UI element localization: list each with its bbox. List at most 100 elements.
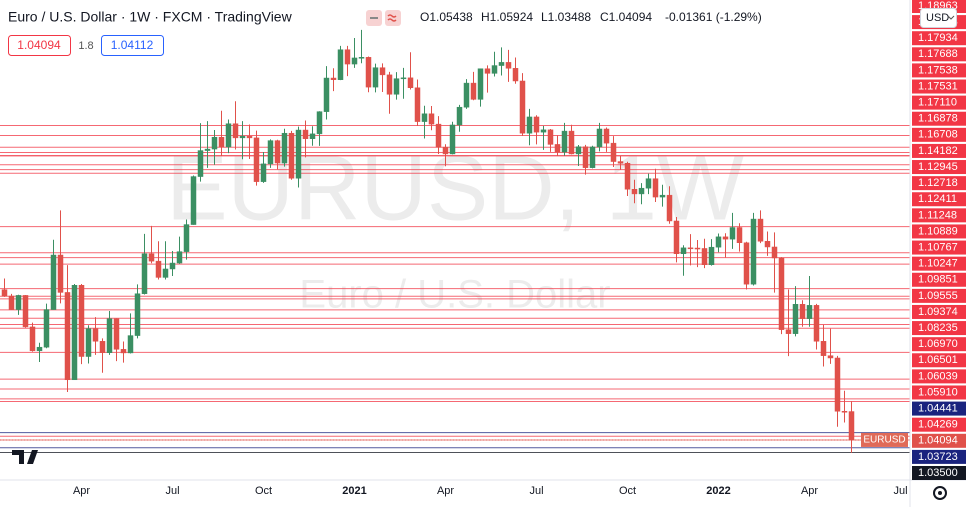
candle-body [610, 142, 617, 162]
sell-price[interactable]: 1.04094 [17, 38, 61, 52]
candle-body [638, 187, 645, 195]
level-label: 1.05910 [918, 386, 958, 398]
candle-body [512, 68, 519, 82]
level-label-bg [912, 111, 966, 126]
x-tick-label: Jul [893, 485, 907, 497]
candle-body [330, 77, 337, 80]
level-label-bg [912, 466, 966, 480]
candle-body [134, 293, 141, 336]
ohlc-high: H1.05924 [481, 10, 533, 24]
candle-body [603, 128, 610, 144]
level-label-bg [912, 369, 966, 384]
level-label: 1.08235 [918, 322, 958, 334]
level-label-bg [912, 304, 966, 319]
symbol-tag-bg [861, 432, 908, 447]
level-label: 1.04441 [918, 402, 958, 414]
settings-gear[interactable] [933, 486, 947, 500]
candle-body [806, 305, 813, 319]
x-tick-label: Oct [255, 485, 272, 497]
candle-body [50, 254, 57, 310]
candle-body [43, 309, 50, 348]
candle-body [232, 123, 239, 139]
candle-body [589, 146, 596, 168]
level-label-bg [912, 224, 966, 239]
compare-icon [387, 14, 397, 22]
level-label: 1.10767 [918, 241, 958, 253]
candle-body [428, 113, 435, 125]
candle-body [288, 132, 295, 179]
buy-button[interactable] [101, 35, 164, 56]
ohlc-change: -0.01361 (-1.29%) [665, 10, 762, 24]
candle-body [36, 346, 43, 352]
candle-body [652, 178, 659, 198]
dropdown-caret [947, 15, 955, 20]
level-label: 1.12411 [918, 193, 957, 205]
candle-body [372, 67, 379, 88]
candle-body [470, 82, 477, 100]
candle-body [666, 194, 673, 222]
currency-dropdown[interactable] [920, 8, 957, 28]
candle-body [162, 268, 169, 278]
candle-body [533, 116, 540, 133]
candle-body [407, 77, 414, 89]
level-label-bg [912, 256, 966, 271]
candle-body [295, 129, 302, 179]
candle-body [365, 57, 372, 88]
candle-body [750, 218, 757, 285]
level-label: 1.06039 [918, 370, 958, 382]
tradingview-logo[interactable] [12, 450, 38, 464]
symbol-title[interactable]: Euro / U.S. Dollar · 1W · FXCM · Trading… [8, 9, 293, 25]
candle-body [190, 176, 197, 225]
candle-body [211, 136, 218, 150]
buy-price[interactable]: 1.04112 [111, 38, 154, 52]
level-label: 1.03723 [918, 451, 958, 463]
candle-body [176, 251, 183, 264]
x-tick-label: Jul [165, 485, 179, 497]
level-label-bg [912, 401, 966, 416]
level-label-bg [912, 240, 966, 255]
x-tick-label: Jul [529, 485, 543, 497]
candle-body [540, 129, 547, 133]
level-label-bg [912, 353, 966, 368]
settings-gear-center [938, 491, 942, 495]
candle-body [421, 113, 428, 122]
candle-body [729, 227, 736, 240]
level-label: 1.16878 [918, 113, 958, 125]
candle-body [561, 130, 568, 153]
candle-body [659, 194, 666, 198]
level-label: 1.10247 [918, 258, 958, 270]
candle-body [358, 57, 365, 59]
level-label: 1.17110 [918, 97, 957, 109]
sell-button[interactable] [8, 35, 71, 56]
candle-body [113, 318, 120, 350]
currency-label[interactable]: USD [926, 12, 949, 24]
level-label-bg [912, 417, 966, 432]
candle-body [778, 257, 785, 330]
candle-body [708, 246, 715, 265]
level-label: 1.04094 [918, 435, 958, 447]
candle-body [554, 144, 561, 153]
candle-body [813, 305, 820, 342]
candle-body [260, 163, 267, 182]
candle-body [274, 140, 281, 164]
candle-body [519, 80, 526, 134]
level-label: 1.09374 [918, 306, 958, 318]
candle-body [792, 304, 799, 334]
level-label: 1.17538 [918, 64, 958, 76]
compare-button[interactable] [385, 10, 401, 26]
candle-body [624, 162, 631, 190]
candle-body [617, 161, 624, 164]
candle-body [386, 74, 393, 95]
candle-body [799, 304, 806, 319]
level-label-bg [912, 433, 966, 448]
candle-body [393, 78, 400, 95]
candle-body [197, 150, 204, 177]
candle-body [148, 253, 155, 262]
level-label-bg [912, 385, 966, 400]
candle-body [120, 349, 127, 354]
candle-body [841, 411, 848, 413]
candle-body [106, 318, 113, 353]
candle-body [92, 328, 99, 342]
candle-body [715, 236, 722, 248]
